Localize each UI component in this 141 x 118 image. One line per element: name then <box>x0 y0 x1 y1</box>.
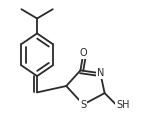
Text: SH: SH <box>116 99 129 110</box>
Text: S: S <box>80 99 86 110</box>
Text: O: O <box>80 48 87 58</box>
Text: N: N <box>97 68 104 78</box>
